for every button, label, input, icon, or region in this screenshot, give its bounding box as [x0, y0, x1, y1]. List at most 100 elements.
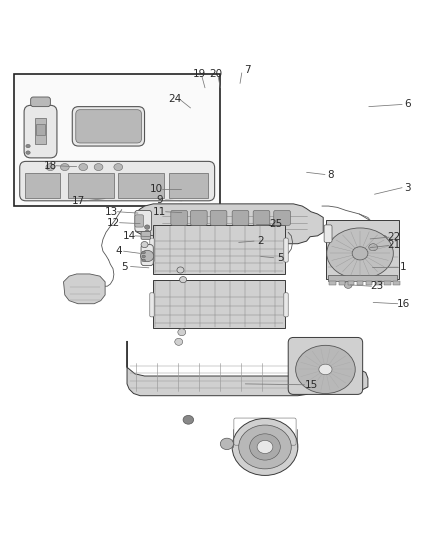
- Ellipse shape: [141, 251, 154, 262]
- FancyBboxPatch shape: [72, 107, 145, 146]
- Ellipse shape: [60, 164, 69, 171]
- Ellipse shape: [145, 230, 150, 235]
- Ellipse shape: [141, 241, 148, 248]
- Polygon shape: [136, 204, 323, 244]
- Text: 7: 7: [244, 65, 251, 75]
- Ellipse shape: [79, 164, 88, 171]
- Text: 8: 8: [327, 169, 334, 180]
- FancyBboxPatch shape: [31, 97, 50, 107]
- FancyBboxPatch shape: [171, 211, 187, 225]
- Bar: [36, 124, 45, 135]
- FancyBboxPatch shape: [284, 238, 288, 262]
- Bar: [348, 280, 354, 285]
- Text: 4: 4: [115, 246, 122, 256]
- Text: 18: 18: [44, 161, 57, 171]
- Text: 11: 11: [153, 207, 166, 217]
- Text: 24: 24: [169, 94, 182, 104]
- Text: 2: 2: [257, 236, 264, 246]
- Text: 13: 13: [105, 207, 118, 217]
- Bar: [375, 280, 381, 285]
- Ellipse shape: [145, 225, 150, 229]
- Ellipse shape: [183, 415, 194, 424]
- Ellipse shape: [94, 164, 103, 171]
- Text: 12: 12: [107, 217, 120, 228]
- FancyBboxPatch shape: [274, 211, 290, 225]
- Polygon shape: [64, 274, 105, 304]
- Ellipse shape: [142, 259, 145, 262]
- Bar: [393, 280, 400, 285]
- Ellipse shape: [250, 434, 280, 460]
- FancyBboxPatch shape: [288, 337, 363, 394]
- Bar: [169, 173, 208, 198]
- Bar: [14, 74, 220, 206]
- Text: 5: 5: [277, 253, 284, 263]
- Bar: [384, 280, 391, 285]
- FancyBboxPatch shape: [150, 238, 154, 262]
- FancyBboxPatch shape: [324, 225, 332, 243]
- Ellipse shape: [142, 255, 145, 258]
- FancyBboxPatch shape: [141, 231, 151, 239]
- Ellipse shape: [180, 277, 187, 282]
- Ellipse shape: [296, 345, 355, 393]
- Ellipse shape: [178, 329, 186, 336]
- FancyBboxPatch shape: [210, 211, 227, 225]
- Bar: [326, 220, 399, 279]
- Polygon shape: [127, 341, 368, 395]
- Text: 23: 23: [370, 281, 383, 291]
- Text: 9: 9: [156, 195, 163, 205]
- Text: 21: 21: [388, 240, 401, 251]
- Bar: [153, 280, 285, 328]
- Ellipse shape: [257, 440, 273, 454]
- Text: 5: 5: [121, 262, 128, 271]
- Text: 17: 17: [72, 196, 85, 206]
- Ellipse shape: [232, 418, 298, 475]
- Ellipse shape: [177, 267, 184, 273]
- Ellipse shape: [26, 144, 30, 148]
- FancyBboxPatch shape: [135, 211, 152, 231]
- FancyBboxPatch shape: [24, 106, 57, 158]
- Bar: [329, 280, 336, 285]
- Text: 10: 10: [150, 183, 163, 193]
- Ellipse shape: [352, 247, 368, 260]
- FancyBboxPatch shape: [253, 211, 270, 225]
- Ellipse shape: [114, 164, 123, 171]
- FancyBboxPatch shape: [135, 215, 144, 227]
- Bar: [25, 173, 60, 198]
- Bar: [328, 275, 397, 281]
- Bar: [366, 280, 372, 285]
- Text: 3: 3: [404, 183, 411, 192]
- Bar: [68, 173, 114, 198]
- Ellipse shape: [239, 425, 291, 469]
- Ellipse shape: [175, 338, 183, 345]
- Text: 22: 22: [388, 232, 401, 242]
- FancyBboxPatch shape: [76, 110, 141, 143]
- Text: 14: 14: [123, 231, 136, 241]
- Text: 15: 15: [304, 379, 318, 390]
- Ellipse shape: [369, 244, 378, 251]
- Text: 6: 6: [404, 100, 411, 109]
- FancyBboxPatch shape: [150, 293, 154, 317]
- Text: 16: 16: [396, 298, 410, 309]
- Text: 25: 25: [269, 219, 283, 229]
- Bar: [357, 280, 364, 285]
- Ellipse shape: [220, 438, 233, 449]
- Text: 1: 1: [399, 262, 406, 271]
- Bar: [153, 225, 285, 274]
- FancyBboxPatch shape: [20, 161, 215, 201]
- Ellipse shape: [344, 281, 352, 288]
- Ellipse shape: [142, 251, 145, 254]
- FancyBboxPatch shape: [284, 293, 288, 317]
- Bar: [118, 173, 164, 198]
- Ellipse shape: [26, 151, 30, 155]
- Bar: [339, 280, 345, 285]
- Text: 19: 19: [193, 69, 206, 79]
- Bar: [35, 118, 46, 144]
- FancyBboxPatch shape: [191, 211, 207, 225]
- Text: 20: 20: [209, 69, 223, 79]
- Ellipse shape: [327, 228, 393, 279]
- FancyBboxPatch shape: [232, 211, 249, 225]
- Ellipse shape: [46, 164, 55, 171]
- FancyBboxPatch shape: [370, 236, 387, 249]
- Ellipse shape: [319, 364, 332, 375]
- FancyBboxPatch shape: [141, 245, 153, 265]
